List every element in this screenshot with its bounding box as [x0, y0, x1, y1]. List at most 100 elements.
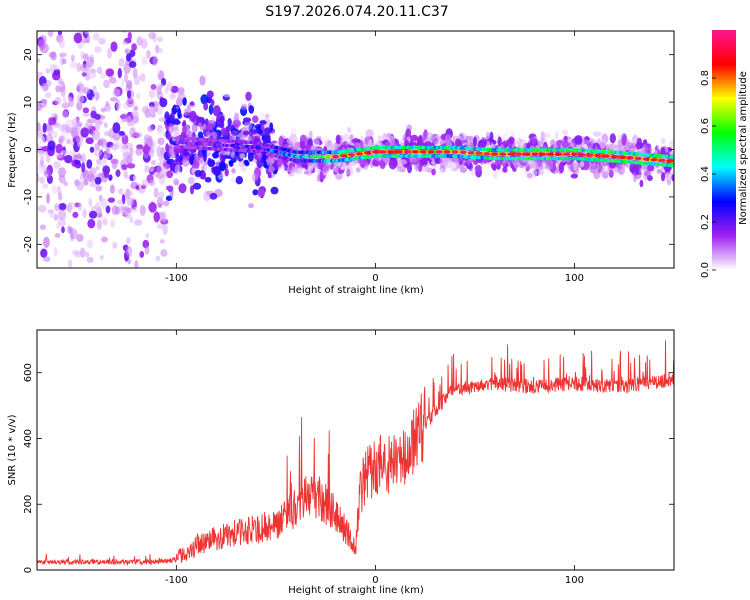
spectrogram-cell — [308, 130, 313, 140]
spectrogram-cell — [95, 185, 103, 192]
spectrogram-cell — [155, 255, 161, 262]
spectrogram-cell — [80, 127, 89, 138]
spectrogram-cell — [88, 70, 97, 79]
spectrogram-cell — [82, 53, 89, 61]
spectrogram-cell — [37, 204, 47, 213]
spectrogram-cell — [112, 242, 118, 249]
spectrogram-y-tick-label: -10 — [23, 189, 34, 205]
spectrogram-cell — [526, 172, 533, 179]
spectrogram-cell — [86, 159, 93, 169]
spectrogram-cell — [230, 177, 236, 183]
spectrogram-cell — [531, 152, 539, 156]
spectrogram-cell — [86, 239, 93, 249]
spectrogram-cell — [96, 66, 103, 75]
spectrogram-cell — [64, 154, 73, 164]
spectrogram-cell — [85, 62, 91, 73]
spectrogram-cell — [589, 139, 597, 145]
spectrogram-cell — [188, 110, 197, 122]
spectrogram-cell — [348, 153, 355, 157]
spectrogram-cell — [144, 246, 150, 255]
spectrogram-cell — [156, 223, 165, 230]
spectrogram-cell — [259, 120, 267, 125]
spectrogram-x-tick-label: -100 — [165, 273, 188, 284]
spectrogram-cell — [103, 169, 109, 179]
spectrogram-cell — [590, 161, 599, 170]
spectrogram-cell — [60, 86, 66, 98]
spectrogram-cell — [248, 203, 254, 209]
spectrogram-cell — [115, 169, 121, 178]
spectrogram-cell — [58, 37, 65, 49]
spectrogram-cell — [83, 31, 92, 35]
spectrogram-cell — [623, 146, 629, 151]
spectrogram-cell — [115, 99, 121, 111]
spectrogram-cell — [128, 127, 136, 139]
spectrogram-cell — [534, 160, 543, 171]
snr-y-tick-label: 600 — [23, 363, 34, 382]
spectrogram-cell — [603, 165, 608, 172]
spectrogram-cell — [200, 94, 209, 105]
spectrogram-cell — [197, 131, 204, 139]
spectrogram-cell — [489, 131, 494, 142]
spectrogram-cell — [304, 164, 309, 170]
spectrogram-cell — [444, 134, 452, 143]
spectrogram-cell — [239, 152, 246, 159]
spectrogram-cell — [105, 105, 112, 111]
spectrogram-cell — [372, 159, 378, 167]
spectrogram-cell — [467, 151, 475, 155]
spectrogram-cell — [183, 108, 188, 116]
spectrogram-cell — [81, 162, 86, 173]
spectrogram-cell — [263, 127, 272, 135]
spectrogram-cell — [103, 79, 110, 89]
spectrogram-cell — [58, 22, 63, 27]
spectrogram-cell — [156, 65, 161, 75]
spectrogram-cell — [73, 32, 83, 44]
spectrogram-cell — [550, 139, 556, 147]
spectrogram-cell — [439, 168, 444, 176]
spectrogram-cell — [166, 170, 174, 179]
spectrogram-cell — [59, 52, 68, 58]
spectrogram-cell — [85, 251, 90, 258]
spectrogram-cell — [253, 129, 258, 134]
spectrogram-cell — [74, 251, 82, 258]
spectrogram-cell — [55, 143, 64, 154]
spectrogram-cell — [212, 105, 221, 117]
spectrogram-cell — [87, 170, 94, 180]
spectrogram-y-tick-label: 0 — [23, 146, 34, 152]
spectrogram-cell — [523, 152, 531, 156]
spectrogram-cell — [46, 157, 51, 163]
spectrogram-cell — [47, 31, 54, 37]
snr-x-tick-label: 0 — [372, 575, 378, 586]
snr-series-line — [37, 340, 674, 567]
spectrogram-cell — [470, 167, 476, 177]
spectrogram-cell — [223, 93, 232, 98]
spectrogram-cell — [50, 51, 57, 61]
spectrogram-cell — [578, 153, 586, 157]
spectrogram-cell — [363, 151, 371, 155]
spectrogram-cell — [193, 155, 201, 162]
spectrogram-cell — [57, 77, 63, 86]
spectrogram-cell — [169, 112, 175, 121]
spectrogram-cell — [451, 150, 459, 154]
colorbar-ticks: 0.0 0.2 0.4 0.6 0.8 — [700, 70, 716, 278]
spectrogram-cell — [76, 136, 84, 145]
spectrogram-cell — [547, 152, 555, 156]
spectrogram-cell — [594, 154, 602, 158]
spectrogram-cell — [65, 119, 75, 128]
spectrogram-cell — [37, 102, 43, 112]
spectrogram-cell — [626, 156, 634, 160]
spectrogram-cell — [491, 152, 499, 156]
spectrogram-cell — [153, 187, 159, 199]
spectrogram-cell — [377, 135, 384, 141]
spectrogram-cell — [100, 138, 108, 149]
spectrogram-cell — [636, 137, 643, 146]
spectrogram-cell — [89, 146, 95, 153]
spectrogram-cell — [82, 169, 90, 180]
spectrogram-cell — [235, 176, 243, 185]
spectrogram-cell — [91, 180, 96, 189]
spectrogram-cell — [153, 211, 160, 223]
spectrogram-cell — [504, 126, 510, 138]
spectrogram-cell — [76, 83, 86, 94]
spectrogram-cell — [531, 136, 537, 146]
